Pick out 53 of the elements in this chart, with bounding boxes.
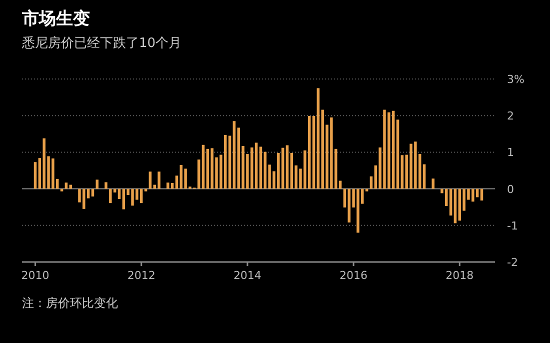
x-tick-label: 2014 (233, 269, 262, 282)
x-tick-label: 2018 (446, 269, 474, 282)
bar (180, 165, 183, 189)
bar (316, 88, 320, 189)
bar (170, 182, 174, 189)
bar (396, 120, 400, 189)
y-tick-label: 2 (507, 110, 514, 123)
bar (224, 135, 227, 189)
bar (454, 188, 457, 224)
chart-title: 市场生变 (21, 9, 90, 29)
bar (449, 188, 452, 216)
bar (422, 164, 426, 189)
bar (312, 116, 316, 189)
bar (370, 176, 373, 189)
bar (458, 188, 462, 221)
y-tick-label: -1 (507, 219, 518, 232)
y-tick-label: 3% (507, 73, 524, 86)
bar (308, 116, 311, 189)
bar (400, 155, 404, 189)
bar (228, 136, 232, 189)
bar (338, 180, 342, 189)
bar (96, 180, 99, 189)
bar (232, 121, 236, 189)
y-tick-label: 0 (507, 182, 514, 196)
bar (148, 172, 152, 189)
bar (69, 184, 72, 189)
x-tick-label: 2012 (127, 269, 156, 282)
bar (392, 110, 395, 189)
bar (290, 152, 294, 189)
text: 注：房价环比变化 (22, 296, 118, 310)
bar (197, 160, 200, 189)
bar (104, 182, 108, 189)
x-tick-label: 2016 (340, 269, 368, 282)
bar (166, 182, 170, 189)
bar (281, 148, 284, 189)
bar (254, 142, 258, 189)
bar (343, 188, 346, 208)
bar (109, 188, 112, 204)
y-tick-label: 1 (507, 146, 514, 160)
bar (286, 145, 289, 189)
y-tick-label: -2 (507, 256, 518, 269)
bar (64, 182, 68, 189)
chart-subtitle: 悉尼房价已经下跌了10个月 (21, 35, 182, 51)
bar (480, 188, 484, 201)
bar (259, 146, 262, 189)
bar (202, 144, 205, 189)
bar (34, 162, 37, 189)
bar (122, 188, 126, 210)
bar (140, 188, 143, 204)
bar (175, 176, 178, 189)
bar (432, 178, 434, 189)
x-tick-label: 2010 (21, 269, 50, 282)
bar (206, 148, 210, 189)
